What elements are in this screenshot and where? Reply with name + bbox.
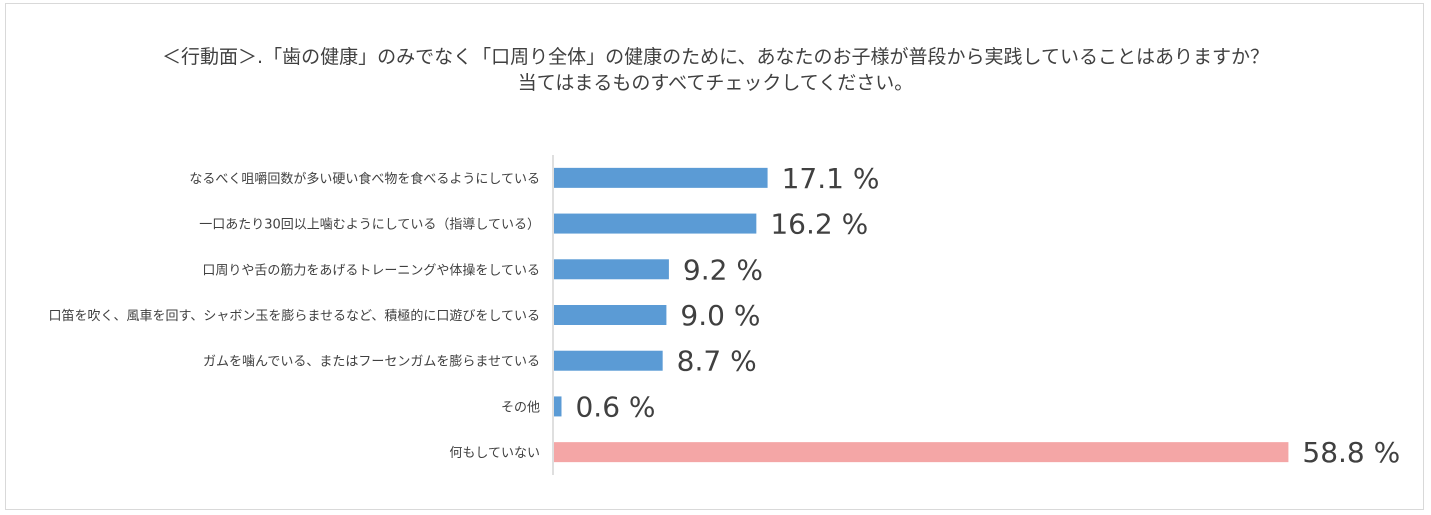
data-label: 16.2 % [770,208,868,241]
category-label: 何もしていない [449,445,540,461]
bar [554,396,562,417]
data-label: 9.0 % [680,299,760,332]
data-label: 58.8 % [1302,436,1400,469]
bar [554,350,663,371]
bar [554,442,1289,463]
category-label: 一口あたり30回以上噛むようにしている（指導している） [199,218,540,233]
bar [554,305,667,325]
chart-frame [5,3,1424,510]
chart-title: ＜行動面＞.「歯の健康」のみでなく「口周り全体」の健康のために、あなたのお子様が… [0,44,1431,96]
category-label: なるべく咀嚼回数が多い硬い食べ物を食べるようにしている [189,171,540,187]
data-label: 0.6 % [575,390,655,423]
category-label: 口周りや舌の筋力をあげるトレーニングや体操をしている [202,262,540,278]
bar [554,259,669,280]
category-label: その他 [501,400,540,415]
bar [554,167,768,188]
data-label: 8.7 % [677,345,757,378]
data-label: 17.1 % [782,162,880,195]
bar [554,213,757,234]
chart-title-line-2: 当てはまるものすべてチェックしてください。 [517,72,914,94]
data-label: 9.2 % [683,253,763,286]
chart-title-line-1: ＜行動面＞.「歯の健康」のみでなく「口周り全体」の健康のために、あなたのお子様が… [162,46,1269,68]
category-label: ガムを噛んでいる、またはフーセンガムを膨らませている [203,355,540,370]
category-label: 口笛を吹く、風車を回す、シャボン玉を膨らませるなど、積極的に口遊びをしている [48,308,540,324]
